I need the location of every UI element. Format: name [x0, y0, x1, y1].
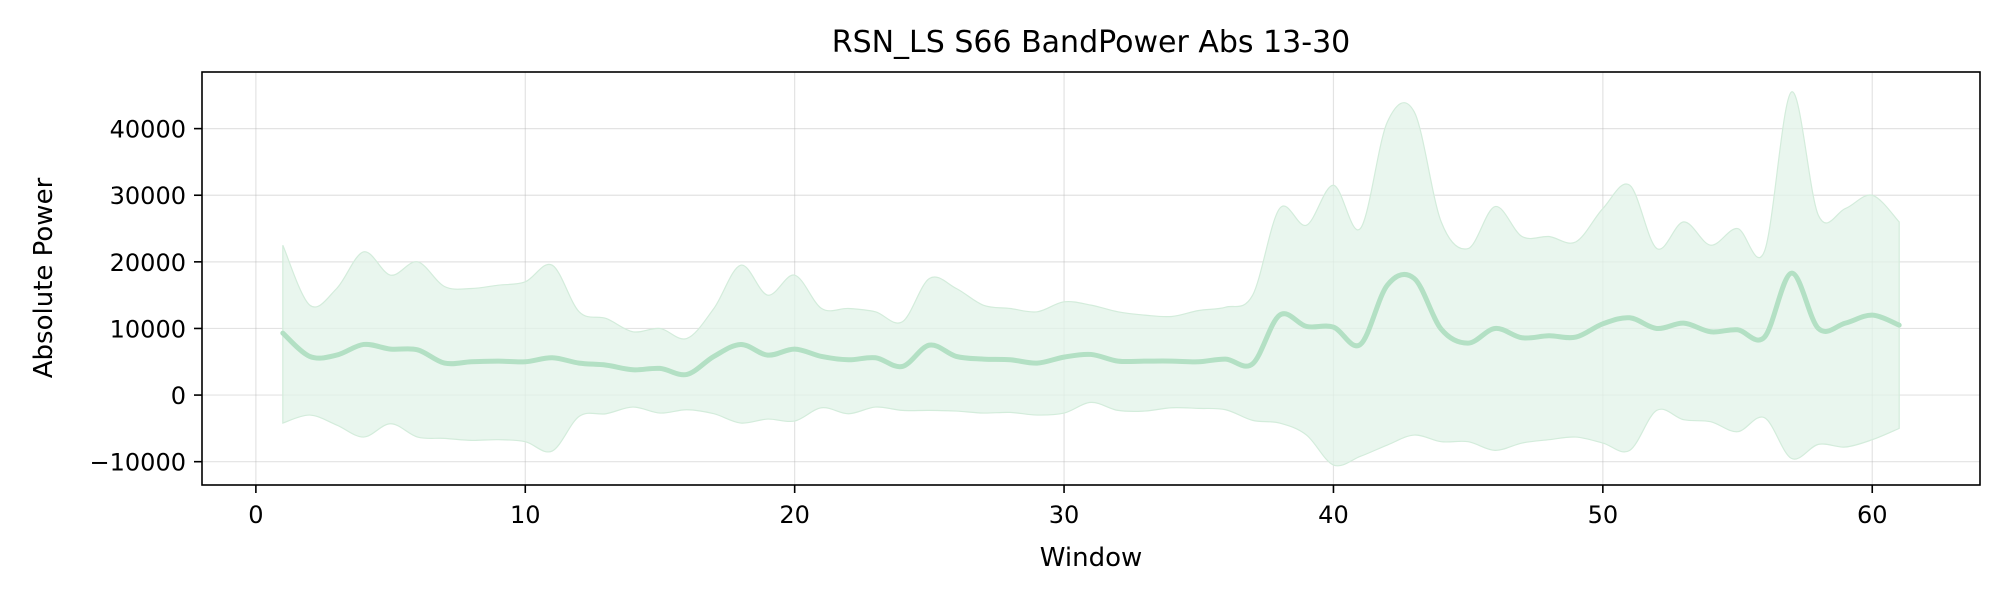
y-tick-label: 20000 [110, 249, 186, 277]
y-tick-label: 0 [171, 382, 186, 410]
x-tick-label: 50 [1588, 501, 1619, 529]
x-tick-label: 0 [248, 501, 263, 529]
mean-line [280, 270, 1902, 378]
x-tick-label: 30 [1049, 501, 1080, 529]
y-axis-label: Absolute Power [29, 177, 59, 378]
tick-layer: 0 10 20 30 40 50 60 −10000 0 10000 20000 30000 40000 [90, 116, 1888, 529]
y-tick-label: −10000 [90, 449, 186, 477]
x-tick-label: 40 [1318, 501, 1349, 529]
chart-title: RSN_LS S66 BandPower Abs 13-30 [832, 25, 1351, 60]
y-tick-label: 30000 [110, 182, 186, 210]
line-layer [280, 270, 1902, 378]
x-tick-label: 20 [779, 501, 810, 529]
x-axis-label: Window [1040, 543, 1143, 573]
plot-frame [201, 71, 1981, 486]
y-tick-label: 10000 [110, 315, 186, 343]
x-tick-label: 60 [1857, 501, 1888, 529]
x-tick-label: 10 [510, 501, 541, 529]
y-tick-label: 40000 [110, 116, 186, 144]
